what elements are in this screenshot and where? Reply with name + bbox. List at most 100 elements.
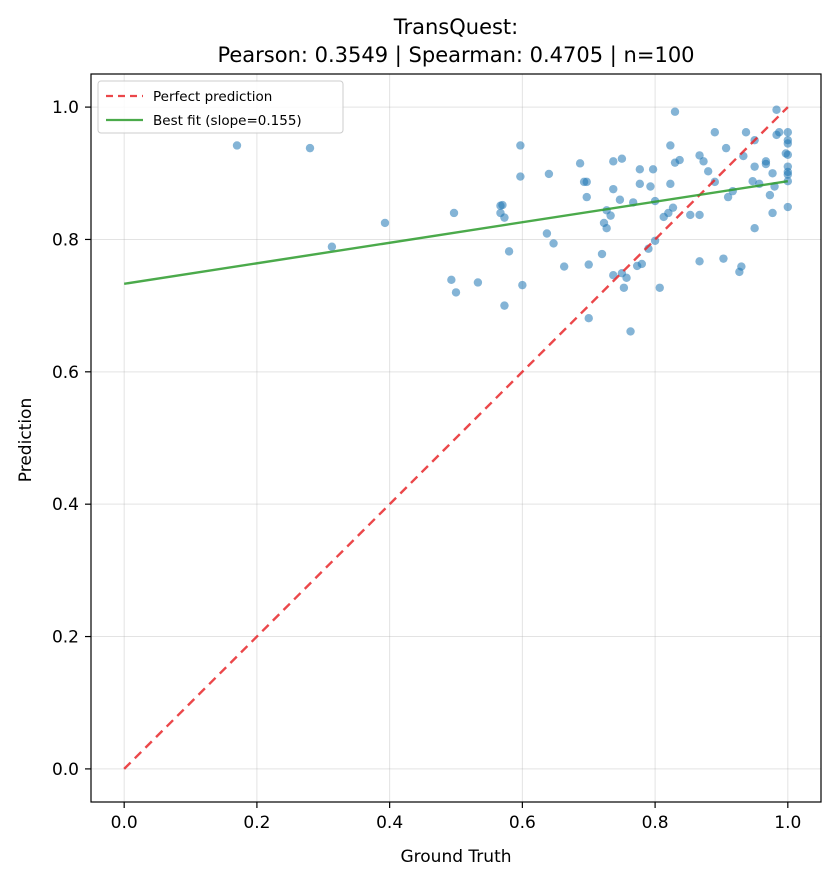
data-point [719,254,728,263]
data-point [582,192,591,202]
data-point [609,157,618,166]
x-axis-label: Ground Truth [400,847,511,867]
data-point [768,208,777,218]
data-point [675,155,684,165]
data-point [619,283,629,292]
y-tick-label: 0.6 [52,363,79,383]
y-tick-label: 0.0 [52,760,79,780]
data-point [750,162,759,171]
perfect-prediction-line [123,106,789,770]
data-point [637,259,647,269]
data-point [783,170,793,179]
data-point [695,210,704,220]
data-point [582,177,591,187]
data-point [721,143,731,153]
legend: Perfect prediction Best fit (slope=0.155… [97,80,344,134]
data-point [626,327,635,336]
data-point [327,242,337,251]
legend-box [97,80,344,134]
data-point [518,280,527,290]
data-point [609,184,618,194]
data-point [504,247,514,256]
data-point [783,150,793,159]
data-point [772,105,781,114]
data-point [549,239,558,248]
data-point [473,278,483,287]
y-tick-label: 0.4 [52,495,79,515]
data-point [622,273,631,283]
data-point [670,107,680,116]
data-point [584,314,593,323]
data-point [710,177,720,187]
data-point [723,192,733,202]
data-point [449,208,459,218]
data-point [703,167,713,176]
data-point [668,203,678,212]
x-tick-label: 1.0 [774,813,801,833]
legend-perfect-label: Perfect prediction [153,89,272,105]
data-point [635,179,645,189]
data-point [737,262,746,271]
axis-ticks: 0.0 0.2 0.4 0.6 0.8 1.0 0.0 0.2 0.4 0.6 0.8 1.0 [52,98,801,833]
data-point [655,283,664,292]
data-point [575,159,585,168]
data-point [761,159,771,169]
data-point [783,202,793,212]
y-tick-label: 1.0 [52,98,79,118]
data-point [783,139,793,148]
y-tick-label: 0.8 [52,230,79,250]
x-tick-label: 0.4 [376,813,403,833]
data-point [741,128,751,137]
data-point [544,169,554,179]
data-point [516,141,525,150]
data-point [695,257,704,266]
data-point [648,165,658,174]
data-point [666,179,675,189]
data-point [750,224,759,233]
data-point [666,141,675,150]
data-point [380,218,390,228]
data-point [516,172,525,181]
data-point [686,210,695,220]
data-point [768,169,777,178]
data-point [710,128,720,137]
data-point [498,200,507,210]
data-point [500,213,509,222]
data-point [695,151,704,160]
data-point [699,157,708,166]
data-point [232,141,242,150]
data-point [646,182,655,191]
data-point [617,154,627,163]
plot-frame [90,73,822,803]
scatter-points [232,105,793,336]
chart-subtitle: Pearson: 0.3549 | Spearman: 0.4705 | n=1… [217,43,694,68]
data-point [765,190,775,200]
data-point [783,128,793,137]
x-tick-label: 0.2 [243,813,270,833]
data-point [748,177,757,186]
best-fit-line [123,180,789,285]
data-point [451,288,461,297]
data-point [602,224,611,233]
data-point [500,301,509,310]
x-tick-label: 0.6 [509,813,536,833]
y-axis-label: Prediction [16,398,36,482]
reference-lines [123,106,789,770]
data-point [774,128,784,137]
x-tick-label: 0.0 [111,813,138,833]
x-tick-label: 0.8 [642,813,669,833]
data-point [615,195,625,204]
data-point [447,275,456,285]
data-point [609,270,618,280]
y-tick-label: 0.2 [52,628,79,648]
data-point [542,229,552,238]
data-point [597,249,607,259]
data-point [305,143,315,153]
chart-title: TransQuest: [393,15,519,39]
data-point [584,260,593,269]
data-point [606,211,615,220]
legend-fit-label: Best fit (slope=0.155) [153,113,302,129]
data-point [559,262,569,271]
data-point [635,165,645,174]
